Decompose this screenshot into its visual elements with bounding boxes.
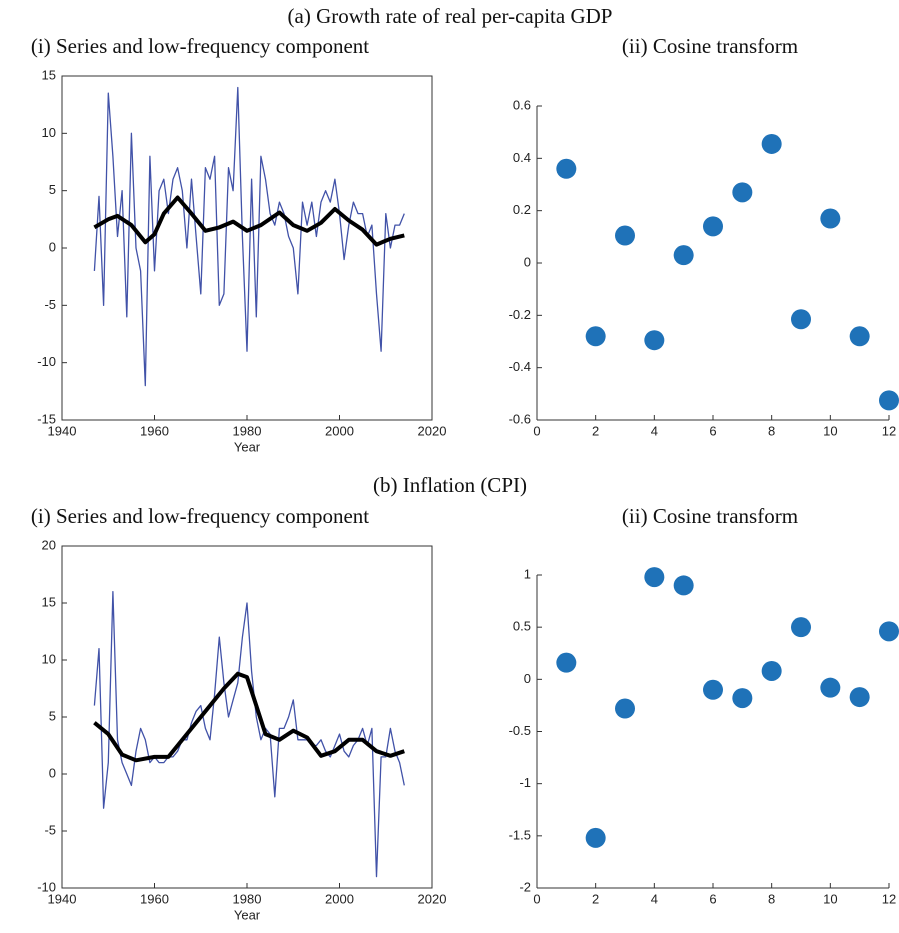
x-axis-label: Year <box>234 907 261 922</box>
x-tick-label: 12 <box>882 423 896 438</box>
series-line <box>93 671 405 763</box>
scatter-point <box>879 390 899 411</box>
section-title: (b) Inflation (CPI) <box>373 473 527 497</box>
x-tick-label: 10 <box>823 891 837 906</box>
y-tick-label: 10 <box>42 651 56 666</box>
y-tick-label: 5 <box>49 708 56 723</box>
scatter-point <box>556 652 577 673</box>
scatter-point <box>615 698 635 719</box>
x-tick-label: 12 <box>882 891 896 906</box>
scatter-point <box>585 326 606 347</box>
x-tick-label: 6 <box>709 891 716 906</box>
y-tick-label: 15 <box>42 67 56 82</box>
y-tick-label: 0.4 <box>513 150 531 165</box>
panel-title: (ii) Cosine transform <box>622 34 798 58</box>
scatter-point <box>849 326 870 347</box>
scatter-point <box>644 330 665 351</box>
x-tick-label: 8 <box>768 423 775 438</box>
x-tick-label: 2020 <box>418 423 447 438</box>
x-tick-label: 2000 <box>325 423 354 438</box>
y-tick-label: 15 <box>42 594 56 609</box>
x-axis-label: Year <box>234 439 261 454</box>
x-tick-label: 0 <box>533 891 540 906</box>
scatter-point <box>732 688 753 709</box>
y-tick-label: 0.2 <box>513 202 531 217</box>
scatter-point <box>761 133 782 154</box>
scatter-point <box>644 567 665 588</box>
plot-frame <box>61 75 433 421</box>
y-tick-label: 0.6 <box>513 97 531 112</box>
scatter-point <box>703 679 723 700</box>
y-tick-label: -1 <box>519 775 531 790</box>
y-tick-label: 0 <box>49 239 56 254</box>
scatter-point <box>820 208 841 229</box>
x-tick-label: 1980 <box>233 891 262 906</box>
y-tick-label: -1.5 <box>509 827 531 842</box>
x-tick-label: 2000 <box>325 891 354 906</box>
x-tick-label: 4 <box>651 423 658 438</box>
x-tick-label: 1940 <box>48 423 77 438</box>
scatter-point <box>732 182 753 203</box>
x-tick-label: 1980 <box>233 423 262 438</box>
y-tick-label: 0 <box>524 254 531 269</box>
x-tick-label: 10 <box>823 423 837 438</box>
y-tick-label: -0.2 <box>509 307 531 322</box>
y-tick-label: -15 <box>37 411 56 426</box>
y-tick-label: -2 <box>519 879 531 894</box>
y-tick-label: 20 <box>42 537 56 552</box>
panel-title: (i) Series and low-frequency component <box>31 34 369 58</box>
x-tick-label: 1940 <box>48 891 77 906</box>
scatter-point <box>615 225 635 246</box>
y-tick-label: 1 <box>524 566 531 581</box>
y-tick-label: -0.4 <box>509 359 531 374</box>
scatter-point <box>820 677 841 698</box>
x-tick-label: 2020 <box>418 891 447 906</box>
series-line <box>93 590 405 878</box>
x-tick-label: 4 <box>651 891 658 906</box>
x-tick-label: 2 <box>592 891 599 906</box>
y-tick-label: 10 <box>42 125 56 140</box>
plot-frame <box>61 545 433 889</box>
x-tick-label: 1960 <box>140 891 169 906</box>
y-tick-label: 0 <box>49 765 56 780</box>
x-tick-label: 8 <box>768 891 775 906</box>
x-tick-label: 6 <box>709 423 716 438</box>
y-tick-label: 5 <box>49 182 56 197</box>
y-tick-label: -0.6 <box>509 411 531 426</box>
scatter-point <box>791 617 811 638</box>
x-tick-label: 2 <box>592 423 599 438</box>
series-line <box>93 86 405 387</box>
y-tick-label: -0.5 <box>509 723 531 738</box>
scatter-point <box>761 660 782 681</box>
scatter-point <box>879 621 899 642</box>
y-tick-label: -10 <box>37 879 56 894</box>
panel-title: (ii) Cosine transform <box>622 504 798 528</box>
y-tick-label: -5 <box>44 297 56 312</box>
scatter-point <box>673 575 694 596</box>
scatter-point <box>585 827 606 848</box>
series-line <box>93 195 405 247</box>
x-tick-label: 1960 <box>140 423 169 438</box>
y-tick-label: -10 <box>37 354 56 369</box>
scatter-point <box>703 216 723 237</box>
panel-title: (i) Series and low-frequency component <box>31 504 369 528</box>
y-tick-label: 0.5 <box>513 619 531 634</box>
y-tick-label: -5 <box>44 822 56 837</box>
section-title: (a) Growth rate of real per-capita GDP <box>288 4 613 28</box>
scatter-point <box>556 158 577 179</box>
scatter-point <box>791 309 811 330</box>
scatter-point <box>849 687 870 708</box>
x-tick-label: 0 <box>533 423 540 438</box>
scatter-point <box>673 245 694 266</box>
y-tick-label: 0 <box>524 671 531 686</box>
